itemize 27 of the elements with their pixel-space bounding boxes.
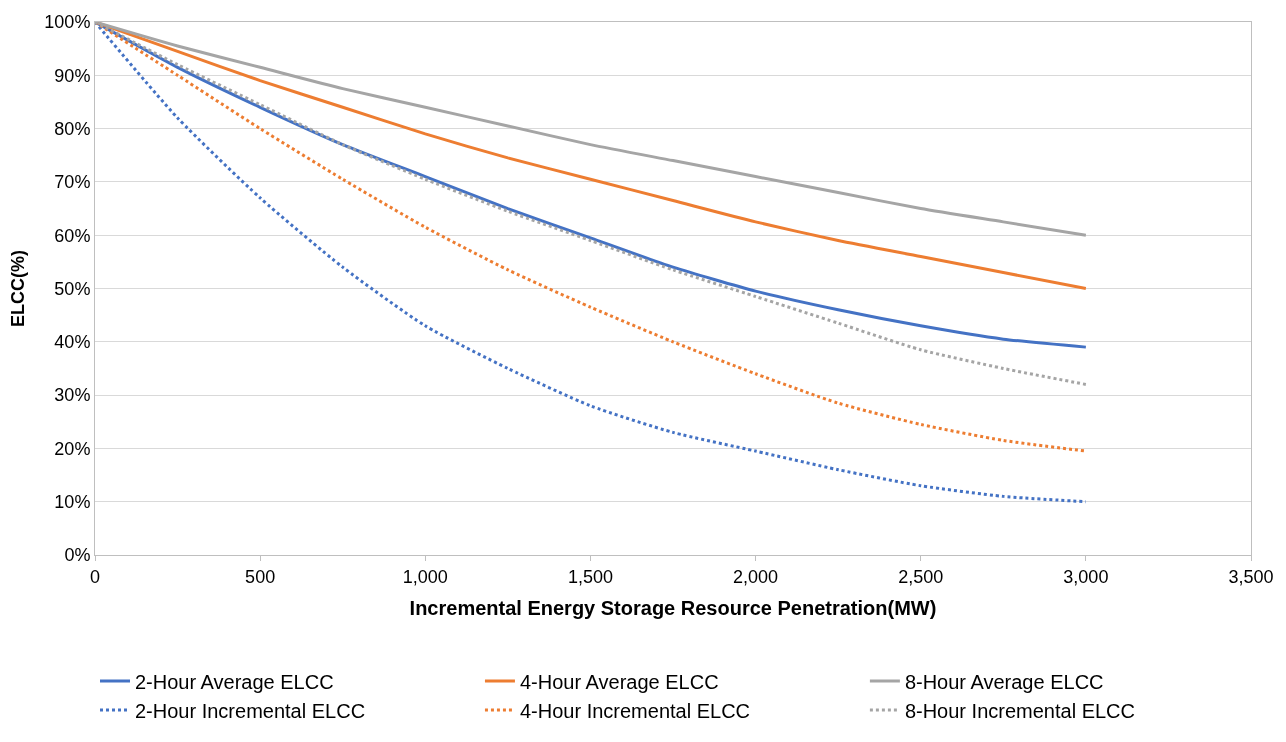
x-tick-label: 3,000 xyxy=(1063,566,1109,587)
x-tick-label: 2,500 xyxy=(898,566,944,587)
y-tick-label: 60% xyxy=(54,225,91,246)
y-tick-label: 70% xyxy=(54,172,91,193)
legend-label: 4-Hour Average ELCC xyxy=(519,670,719,693)
y-tick-label: 10% xyxy=(54,492,91,512)
y-tick-label: 50% xyxy=(54,278,91,299)
y-tick-label: 0% xyxy=(64,545,91,566)
x-tick-label: 3,500 xyxy=(1228,566,1274,587)
x-tick-label: 1,500 xyxy=(567,566,613,587)
legend-label: 8-Hour Incremental ELCC xyxy=(904,699,1135,722)
y-tick-label: 30% xyxy=(54,385,91,406)
legend-label: 2-Hour Incremental ELCC xyxy=(135,699,366,722)
x-tick-label: 500 xyxy=(245,566,276,587)
x-tick-label: 1,000 xyxy=(402,566,448,587)
legend-label: 4-Hour Incremental ELCC xyxy=(519,699,751,722)
y-tick-label: 90% xyxy=(54,65,91,86)
legend-label: 2-Hour Average ELCC xyxy=(135,670,334,693)
x-tick-label: 0 xyxy=(89,566,101,587)
y-tick-label: 100% xyxy=(44,12,91,33)
y-tick-label: 20% xyxy=(54,438,91,459)
legend-label: 8-Hour Average ELCC xyxy=(904,670,1104,693)
y-tick-label: 40% xyxy=(54,332,91,353)
x-tick-label: 2,000 xyxy=(733,566,779,587)
y-tick-label: 80% xyxy=(54,118,91,139)
x-axis-title: Incremental Energy Storage Resource Penetration(MW) xyxy=(409,597,937,620)
y-axis-title: ELCC(%) xyxy=(7,250,28,327)
